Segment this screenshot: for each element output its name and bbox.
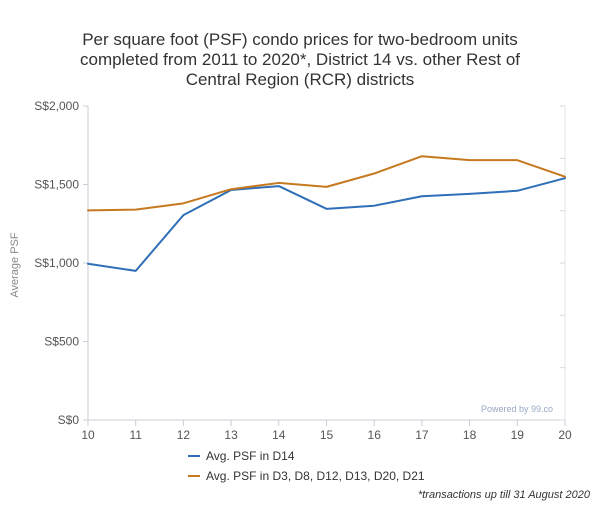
- footnote: *transactions up till 31 August 2020: [417, 489, 590, 501]
- x-tick-label: 11: [129, 428, 142, 442]
- x-tick-label: 15: [320, 428, 334, 442]
- x-axis-ticks: 10 11 12 13 14 15 16 17 18 19 20: [81, 420, 572, 442]
- x-tick-label: 10: [81, 428, 95, 442]
- legend-label-other-rcr: Avg. PSF in D3, D8, D12, D13, D20, D21: [206, 469, 425, 483]
- y-axis-label: Average PSF: [9, 232, 21, 298]
- legend-label-d14: Avg. PSF in D14: [206, 449, 295, 463]
- title-line-1: Per square foot (PSF) condo prices for t…: [82, 30, 518, 49]
- x-tick-label: 16: [368, 428, 382, 442]
- series-line-other-rcr: [87, 155, 566, 212]
- legend-item-other-rcr[interactable]: Avg. PSF in D3, D8, D12, D13, D20, D21: [188, 466, 425, 486]
- legend-swatch-d14: [188, 455, 200, 457]
- title-line-2: completed from 2011 to 2020*, District 1…: [79, 50, 520, 69]
- x-tick-label: 19: [511, 428, 525, 442]
- x-tick-label: 14: [272, 428, 286, 442]
- y-tick-label: S$2,000: [34, 99, 79, 113]
- x-tick-label: 17: [415, 428, 429, 442]
- x-tick-label: 13: [224, 428, 238, 442]
- x-tick-label: 20: [558, 428, 572, 442]
- watermark: Powered by 99.co: [481, 404, 553, 414]
- chart-title: Per square foot (PSF) condo prices for t…: [40, 30, 560, 90]
- chart-axes: [87, 105, 566, 421]
- y-tick-label: S$0: [58, 413, 80, 427]
- x-tick-label: 18: [463, 428, 477, 442]
- legend-item-d14[interactable]: Avg. PSF in D14: [188, 446, 425, 466]
- y-axis-ticks: S$0 S$500 S$1,000 S$1,500 S$2,000: [34, 99, 88, 427]
- series-line-d14: [87, 177, 566, 272]
- chart-legend: Avg. PSF in D14 Avg. PSF in D3, D8, D12,…: [188, 446, 425, 486]
- y-tick-label: S$1,500: [34, 178, 79, 192]
- y-tick-label: S$500: [44, 335, 79, 349]
- x-tick-label: 12: [177, 428, 191, 442]
- series-lines: [87, 155, 566, 272]
- legend-swatch-other-rcr: [188, 475, 200, 477]
- title-line-3: Central Region (RCR) districts: [185, 70, 415, 89]
- y-tick-label: S$1,000: [34, 256, 79, 270]
